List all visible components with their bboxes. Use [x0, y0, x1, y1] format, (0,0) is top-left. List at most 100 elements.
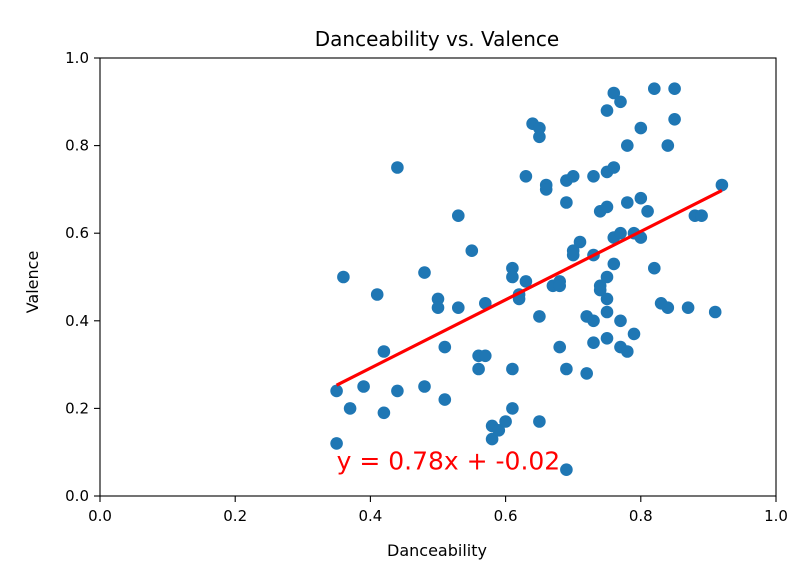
- data-point: [668, 82, 681, 95]
- data-point: [452, 301, 465, 315]
- data-point: [641, 205, 654, 218]
- data-point: [479, 297, 492, 310]
- data-point: [627, 327, 641, 341]
- data-point: [337, 270, 350, 284]
- axes-layer: 0.0 0.2 0.4 0.6 0.8 1.0 0.0 0.2 0.4 0.6 0.8 1.0: [65, 49, 788, 525]
- data-point: [519, 275, 533, 288]
- x-tick-label: 0.8: [629, 507, 653, 525]
- data-point: [533, 310, 546, 323]
- data-point: [600, 292, 614, 306]
- data-point: [600, 332, 614, 345]
- data-point: [621, 196, 634, 209]
- data-point: [600, 270, 614, 284]
- data-point: [391, 384, 404, 398]
- data-point: [533, 121, 546, 135]
- plot-area: [100, 58, 776, 496]
- y-tick-label: 0.8: [65, 137, 89, 155]
- data-point: [465, 244, 479, 257]
- data-point: [614, 226, 627, 240]
- data-point: [452, 209, 465, 222]
- data-point: [587, 170, 600, 183]
- data-point: [614, 95, 627, 109]
- data-point: [533, 130, 546, 144]
- y-tick-label: 0.0: [65, 487, 89, 505]
- x-tick-label: 1.0: [764, 507, 788, 525]
- data-point: [580, 367, 593, 380]
- data-point: [553, 279, 566, 293]
- data-point: [600, 200, 614, 214]
- data-point: [621, 345, 634, 358]
- data-point: [573, 235, 587, 249]
- data-point: [391, 161, 404, 174]
- data-point: [607, 161, 621, 174]
- y-axis-label: Valence: [23, 251, 42, 314]
- data-point: [418, 266, 431, 279]
- data-point: [634, 191, 648, 205]
- data-point: [587, 336, 600, 350]
- data-point: [330, 384, 343, 398]
- data-point: [607, 257, 621, 271]
- data-point: [566, 248, 580, 262]
- data-point: [708, 305, 722, 319]
- data-point: [634, 121, 648, 135]
- data-point: [472, 362, 485, 376]
- plot-frame: [99, 57, 777, 497]
- data-point: [533, 415, 546, 428]
- data-point: [370, 288, 384, 301]
- y-tick-label: 0.6: [65, 224, 89, 242]
- data-point: [357, 380, 370, 393]
- x-axis-label: Danceability: [387, 541, 487, 560]
- data-point: [560, 196, 573, 209]
- data-point: [600, 305, 614, 319]
- data-point: [506, 362, 519, 376]
- data-point: [506, 261, 519, 275]
- y-tick-label: 0.2: [65, 399, 89, 417]
- data-point: [566, 170, 580, 183]
- data-point: [661, 301, 675, 315]
- fit-line-layer: [335, 189, 723, 387]
- data-point: [377, 406, 391, 420]
- x-tick-label: 0.6: [494, 507, 518, 525]
- y-tick-label: 1.0: [65, 49, 89, 67]
- data-point: [668, 113, 681, 126]
- chart-title: Danceability vs. Valence: [315, 27, 559, 51]
- x-tick-label: 0.2: [223, 507, 247, 525]
- y-tick-label: 0.4: [65, 312, 89, 330]
- data-point: [431, 292, 445, 306]
- data-point: [499, 415, 512, 428]
- data-point: [330, 437, 343, 450]
- data-point: [715, 178, 729, 192]
- data-point: [377, 345, 391, 358]
- regression-line: [335, 189, 723, 387]
- data-point: [438, 340, 452, 354]
- x-tick-label: 0.4: [358, 507, 382, 525]
- data-point: [431, 301, 445, 315]
- data-point: [614, 314, 627, 328]
- data-point: [539, 183, 553, 196]
- data-point: [553, 340, 566, 354]
- data-point: [506, 402, 519, 415]
- data-point: [485, 432, 499, 446]
- data-point: [681, 301, 695, 315]
- data-point: [648, 261, 661, 275]
- regression-equation: y = 0.78x + -0.02: [337, 447, 561, 476]
- data-point: [587, 314, 600, 328]
- data-point: [418, 380, 431, 393]
- data-point: [343, 402, 357, 415]
- data-point: [560, 463, 573, 477]
- data-point: [479, 349, 492, 363]
- data-point: [695, 209, 708, 222]
- points-layer: [330, 82, 729, 477]
- data-point: [506, 270, 519, 284]
- data-point: [600, 104, 614, 117]
- data-point: [519, 170, 533, 183]
- data-point: [593, 279, 607, 293]
- data-point: [492, 424, 506, 437]
- data-point: [661, 139, 675, 152]
- plot-background: [100, 58, 776, 496]
- data-point: [607, 86, 621, 100]
- data-point: [621, 139, 634, 152]
- data-point: [648, 82, 661, 95]
